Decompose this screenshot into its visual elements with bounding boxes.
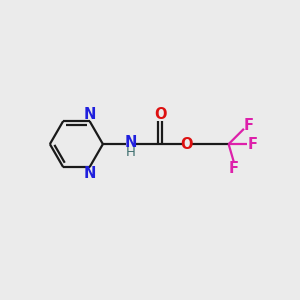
Text: N: N	[83, 107, 96, 122]
Text: F: F	[247, 136, 257, 152]
Text: N: N	[125, 135, 137, 150]
Text: F: F	[244, 118, 254, 134]
Text: O: O	[154, 106, 167, 122]
Text: F: F	[229, 161, 239, 176]
Text: O: O	[181, 136, 193, 152]
Text: N: N	[83, 166, 96, 181]
Text: H: H	[126, 146, 136, 159]
